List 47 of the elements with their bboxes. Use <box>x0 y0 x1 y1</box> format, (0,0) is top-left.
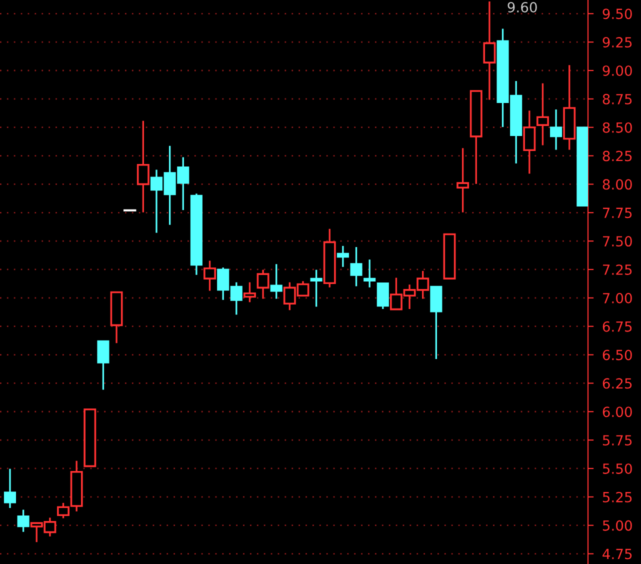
candlestick <box>523 110 536 174</box>
candlestick <box>243 282 256 302</box>
y-tick-label: 9.25 <box>602 37 632 48</box>
y-tick-label: 7.75 <box>603 208 632 218</box>
y-tick-label: 7.25 <box>603 264 632 275</box>
y-tick-label: 8.25 <box>602 150 632 162</box>
candlestick <box>17 510 30 532</box>
y-tick-label: 8.00 <box>602 179 632 190</box>
candlestick <box>84 408 96 468</box>
candlestick <box>270 264 282 299</box>
candlestick <box>204 260 216 291</box>
y-tick-label: 7.50 <box>603 236 632 247</box>
y-tick-label: 6.75 <box>602 321 632 332</box>
y-tick-label: 9.50 <box>602 8 632 20</box>
annotation: 9.60 <box>508 2 537 12</box>
candlestick <box>336 246 349 267</box>
candlestick <box>430 286 442 360</box>
y-tick-label: 5.50 <box>602 463 632 474</box>
candlestick <box>456 148 470 212</box>
candlestick <box>190 194 202 275</box>
candlestick <box>536 83 549 146</box>
candlestick <box>256 270 270 299</box>
candlestick <box>310 270 322 307</box>
candlestick <box>350 247 362 286</box>
y-tick-label: 6.00 <box>602 406 632 418</box>
y-tick-label: 5.75 <box>602 435 632 446</box>
y-tick-label: 5.00 <box>602 520 632 531</box>
y-tick-label: 4.75 <box>602 548 632 560</box>
candlestick <box>443 233 456 280</box>
candlestick <box>483 1 496 100</box>
candlestick <box>4 468 16 508</box>
y-tick-label: 8.75 <box>602 94 632 104</box>
candlestick <box>364 260 376 288</box>
candlestick <box>323 228 336 288</box>
candlestick <box>136 120 150 212</box>
y-tick-label: 6.25 <box>602 378 632 389</box>
y-tick-label: 7.00 <box>603 292 632 304</box>
y-tick-label: 8.50 <box>602 122 632 133</box>
y-tick-label: 5.25 <box>602 492 632 502</box>
y-tick-label: 6.50 <box>602 350 632 360</box>
candlestick <box>110 291 123 344</box>
y-tick-label: 9.00 <box>602 65 632 76</box>
candlestick <box>376 282 389 309</box>
candlestick <box>550 109 562 150</box>
candlestick <box>563 65 576 150</box>
candlestick <box>470 90 482 184</box>
candlestick <box>97 340 110 390</box>
